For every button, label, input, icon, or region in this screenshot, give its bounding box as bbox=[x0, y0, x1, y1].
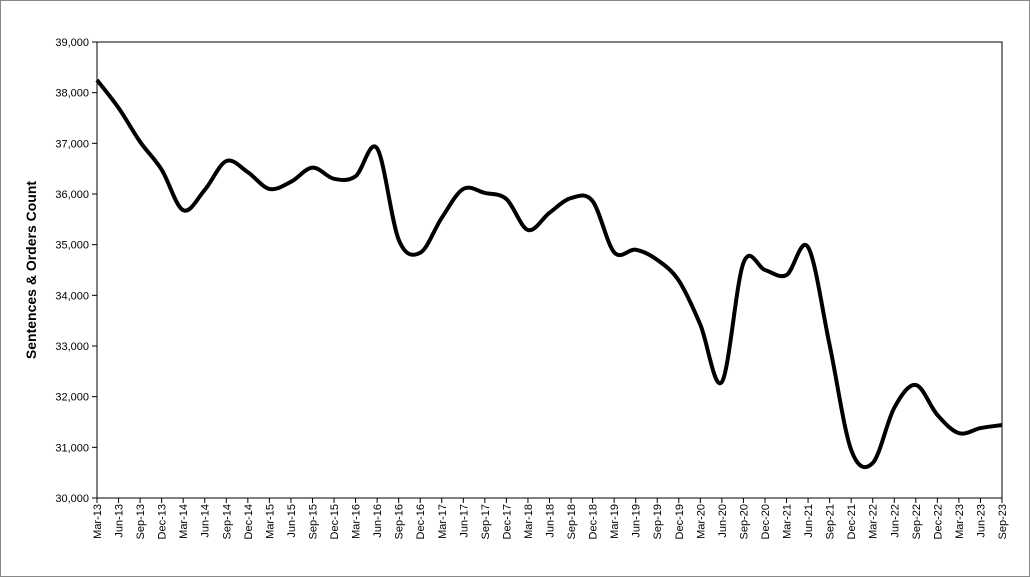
x-tick-label: Jun-22 bbox=[889, 504, 901, 538]
x-tick-label: Sep-20 bbox=[738, 504, 750, 539]
x-tick-label: Dec-17 bbox=[501, 504, 513, 539]
x-tick-label: Jun-14 bbox=[200, 504, 212, 538]
y-tick-label: 36,000 bbox=[55, 189, 89, 201]
x-tick-label: Mar-15 bbox=[264, 504, 276, 539]
data-line bbox=[95, 78, 1003, 470]
x-tick-label: Mar-22 bbox=[868, 504, 880, 539]
y-tick-label: 35,000 bbox=[55, 240, 89, 252]
y-tick-label: 31,000 bbox=[55, 442, 89, 454]
x-tick-label: Dec-20 bbox=[760, 504, 772, 539]
x-tick-label: Dec-16 bbox=[415, 504, 427, 539]
x-tick-label: Jun-18 bbox=[545, 504, 557, 538]
x-tick-label: Dec-21 bbox=[846, 504, 858, 539]
x-tick-label: Dec-19 bbox=[674, 504, 686, 539]
x-tick-label: Jun-17 bbox=[458, 504, 470, 538]
y-tick-label: 33,000 bbox=[55, 341, 89, 353]
x-tick-label: Jun-20 bbox=[717, 504, 729, 538]
x-tick-label: Jun-19 bbox=[631, 504, 643, 538]
y-tick-label: 37,000 bbox=[55, 138, 89, 150]
x-tick-label: Jun-16 bbox=[372, 504, 384, 538]
x-tick-label: Sep-14 bbox=[221, 504, 233, 539]
x-tick-label: Sep-18 bbox=[566, 504, 578, 539]
y-tick-label: 38,000 bbox=[55, 88, 89, 100]
y-tick-label: 34,000 bbox=[55, 290, 89, 302]
x-tick-label: Sep-13 bbox=[135, 504, 147, 539]
x-tick-label: Mar-19 bbox=[609, 504, 621, 539]
x-tick-label: Mar-21 bbox=[782, 504, 794, 539]
x-tick-label: Jun-23 bbox=[975, 504, 987, 538]
x-tick-label: Dec-13 bbox=[157, 504, 169, 539]
x-tick-label: Sep-16 bbox=[394, 504, 406, 539]
y-tick-label: 39,000 bbox=[55, 37, 89, 49]
x-tick-label: Sep-15 bbox=[307, 504, 319, 539]
x-tick-label: Dec-18 bbox=[588, 504, 600, 539]
y-tick-label: 32,000 bbox=[55, 392, 89, 404]
x-tick-label: Jun-15 bbox=[286, 504, 298, 538]
x-tick-label: Mar-13 bbox=[92, 504, 104, 539]
x-tick-label: Sep-21 bbox=[825, 504, 837, 539]
x-tick-label: Mar-23 bbox=[954, 504, 966, 539]
x-tick-label: Sep-17 bbox=[480, 504, 492, 539]
x-tick-label: Dec-15 bbox=[329, 504, 341, 539]
y-axis-label: Sentences & Orders Count bbox=[23, 181, 39, 359]
x-tick-label: Jun-13 bbox=[114, 504, 126, 538]
x-tick-label: Sep-22 bbox=[911, 504, 923, 539]
x-tick-label: Mar-16 bbox=[351, 504, 363, 539]
x-tick-label: Jun-21 bbox=[803, 504, 815, 538]
x-tick-label: Sep-19 bbox=[652, 504, 664, 539]
x-tick-label: Dec-14 bbox=[243, 504, 255, 539]
x-tick-label: Sep-23 bbox=[997, 504, 1009, 539]
x-tick-label: Mar-18 bbox=[523, 504, 535, 539]
x-tick-label: Mar-17 bbox=[437, 504, 449, 539]
x-tick-label: Mar-14 bbox=[178, 504, 190, 539]
x-tick-label: Dec-22 bbox=[932, 504, 944, 539]
y-tick-label: 30,000 bbox=[55, 493, 89, 505]
x-tick-label: Mar-20 bbox=[695, 504, 707, 539]
